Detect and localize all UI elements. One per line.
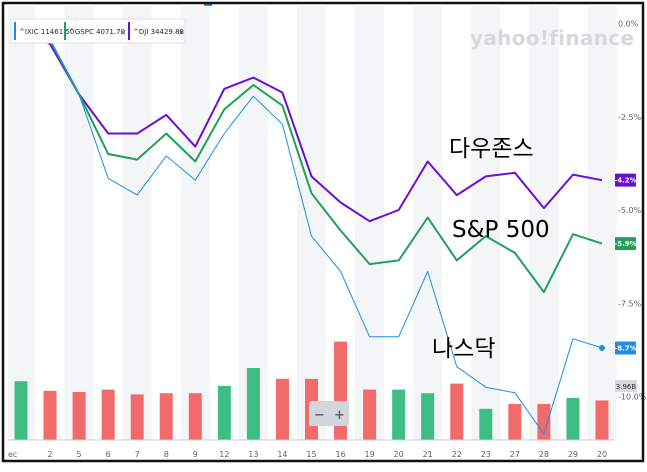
legend-swatch: [64, 22, 66, 40]
grid-band: [587, 6, 617, 440]
screenshot-frame: [1, 1, 645, 463]
legend-close-button[interactable]: ×: [120, 28, 127, 37]
volume-bar: [217, 386, 231, 440]
top-marker: [204, 3, 212, 6]
series-line-gspc: [20, 28, 603, 294]
grid-band: [8, 6, 36, 440]
volume-bar: [363, 389, 377, 440]
zoom-out-button[interactable]: −: [314, 408, 325, 423]
zoom-controls: − +: [309, 401, 349, 426]
badge-gspc: [615, 237, 636, 251]
grid-band: [180, 6, 210, 440]
grid-band: [64, 6, 94, 440]
legend-box: [10, 18, 186, 44]
x-tick-label: 13: [248, 450, 258, 459]
volume-bar: [595, 400, 609, 440]
volume-bar: [72, 392, 86, 440]
volume-bar: [43, 390, 57, 440]
zoom-controls-bg: [309, 401, 349, 426]
grid-band: [296, 6, 327, 440]
x-tick-label: 8: [164, 450, 169, 459]
grid-bands: [8, 6, 617, 440]
x-tick-label: 20: [394, 450, 404, 459]
x-tick-label: 5: [77, 450, 82, 459]
x-tick-label: 20: [597, 450, 607, 459]
x-tick-label: ec: [8, 450, 17, 459]
x-tick-label: 16: [335, 450, 345, 459]
volume-bar: [246, 368, 260, 440]
y-tick-label: 0.0%: [618, 20, 639, 29]
zoom-in-button[interactable]: +: [334, 408, 345, 423]
volume-bar: [566, 398, 580, 440]
series-end-markers: [599, 345, 605, 352]
grid-band: [355, 6, 385, 440]
series-line-dji: [20, 26, 603, 223]
x-tick-label: 22: [452, 450, 462, 459]
volume-bar: [130, 394, 144, 440]
x-tick-label: 19: [365, 450, 375, 459]
volume-bar: [421, 393, 435, 440]
volume-bar: [479, 408, 493, 440]
y-tick-label: -2.5%: [618, 113, 642, 122]
badge-label-gspc: -5.9%: [614, 240, 636, 248]
series-lines: [20, 26, 603, 435]
y-tick-label: -5.0%: [618, 206, 642, 215]
volume-bars: [14, 341, 609, 440]
badge-label-dji: -4.2%: [614, 177, 636, 185]
y-axis: 0.0% -2.5% -5.0% -7.5% -10.0%: [618, 20, 647, 402]
x-tick-label: 9: [193, 450, 198, 459]
volume-bar: [159, 393, 173, 440]
x-tick-label: 12: [219, 450, 229, 459]
volume-bar: [537, 404, 551, 440]
last-value-badges: -4.2% -5.9% -8.7% 3.96B: [614, 173, 637, 392]
grid-band: [529, 6, 559, 440]
grid-band: [413, 6, 443, 440]
x-tick-label: 2: [48, 450, 53, 459]
legend-swatch: [128, 22, 130, 40]
volume-badge: [615, 380, 637, 392]
x-tick-label: 21: [423, 450, 433, 459]
legend-label: ^DJI 34429.88: [133, 28, 184, 36]
legend-label: ^GSPC 4071.70: [69, 28, 125, 36]
legend-close-button[interactable]: ×: [178, 28, 185, 37]
volume-bar: [188, 393, 202, 440]
volume-bar: [450, 383, 464, 440]
legend: ^IXIC 11461.50^GSPC 4071.70× ^DJI 34429.8…: [10, 3, 212, 44]
x-tick-label: 15: [306, 450, 316, 459]
volume-bar: [275, 378, 289, 440]
volume-bar: [14, 381, 28, 440]
badge-label-ixic: -8.7%: [614, 345, 636, 353]
volume-bar: [101, 389, 115, 440]
x-tick-label: 7: [135, 450, 140, 459]
x-axis: ec 2 5 6 7 8 9 12 13 14 15 16 19 20 21 22 23 27 28 29 20: [8, 439, 614, 459]
volume-badge-label: 3.96B: [616, 383, 637, 391]
x-tick-label: 6: [106, 450, 111, 459]
volume-bar: [392, 389, 406, 440]
x-tick-label: 27: [510, 450, 520, 459]
yahoo-finance-watermark: yahoo!finance: [470, 26, 634, 50]
series-line-ixic: [20, 26, 603, 435]
volume-bar: [508, 404, 522, 440]
grid-band: [122, 6, 152, 440]
grid-band: [471, 6, 501, 440]
badge-dji: [615, 173, 636, 187]
y-tick-label: -10.0%: [618, 393, 647, 402]
x-tick-label: 29: [568, 450, 578, 459]
annotation-ixic: 나스닥: [432, 336, 495, 362]
x-tick-label: 14: [277, 450, 287, 459]
legend-label: ^IXIC 11461.50: [19, 28, 74, 36]
badge-ixic: [615, 341, 636, 355]
x-tick-label: 23: [481, 450, 491, 459]
x-tick-label: 28: [539, 450, 549, 459]
y-tick-label: -7.5%: [618, 299, 642, 308]
legend-swatch: [14, 22, 16, 40]
annotation-gspc: S&P 500: [452, 217, 550, 243]
annotation-dji: 다우존스: [449, 136, 534, 162]
ixic-end-marker: [599, 345, 605, 352]
